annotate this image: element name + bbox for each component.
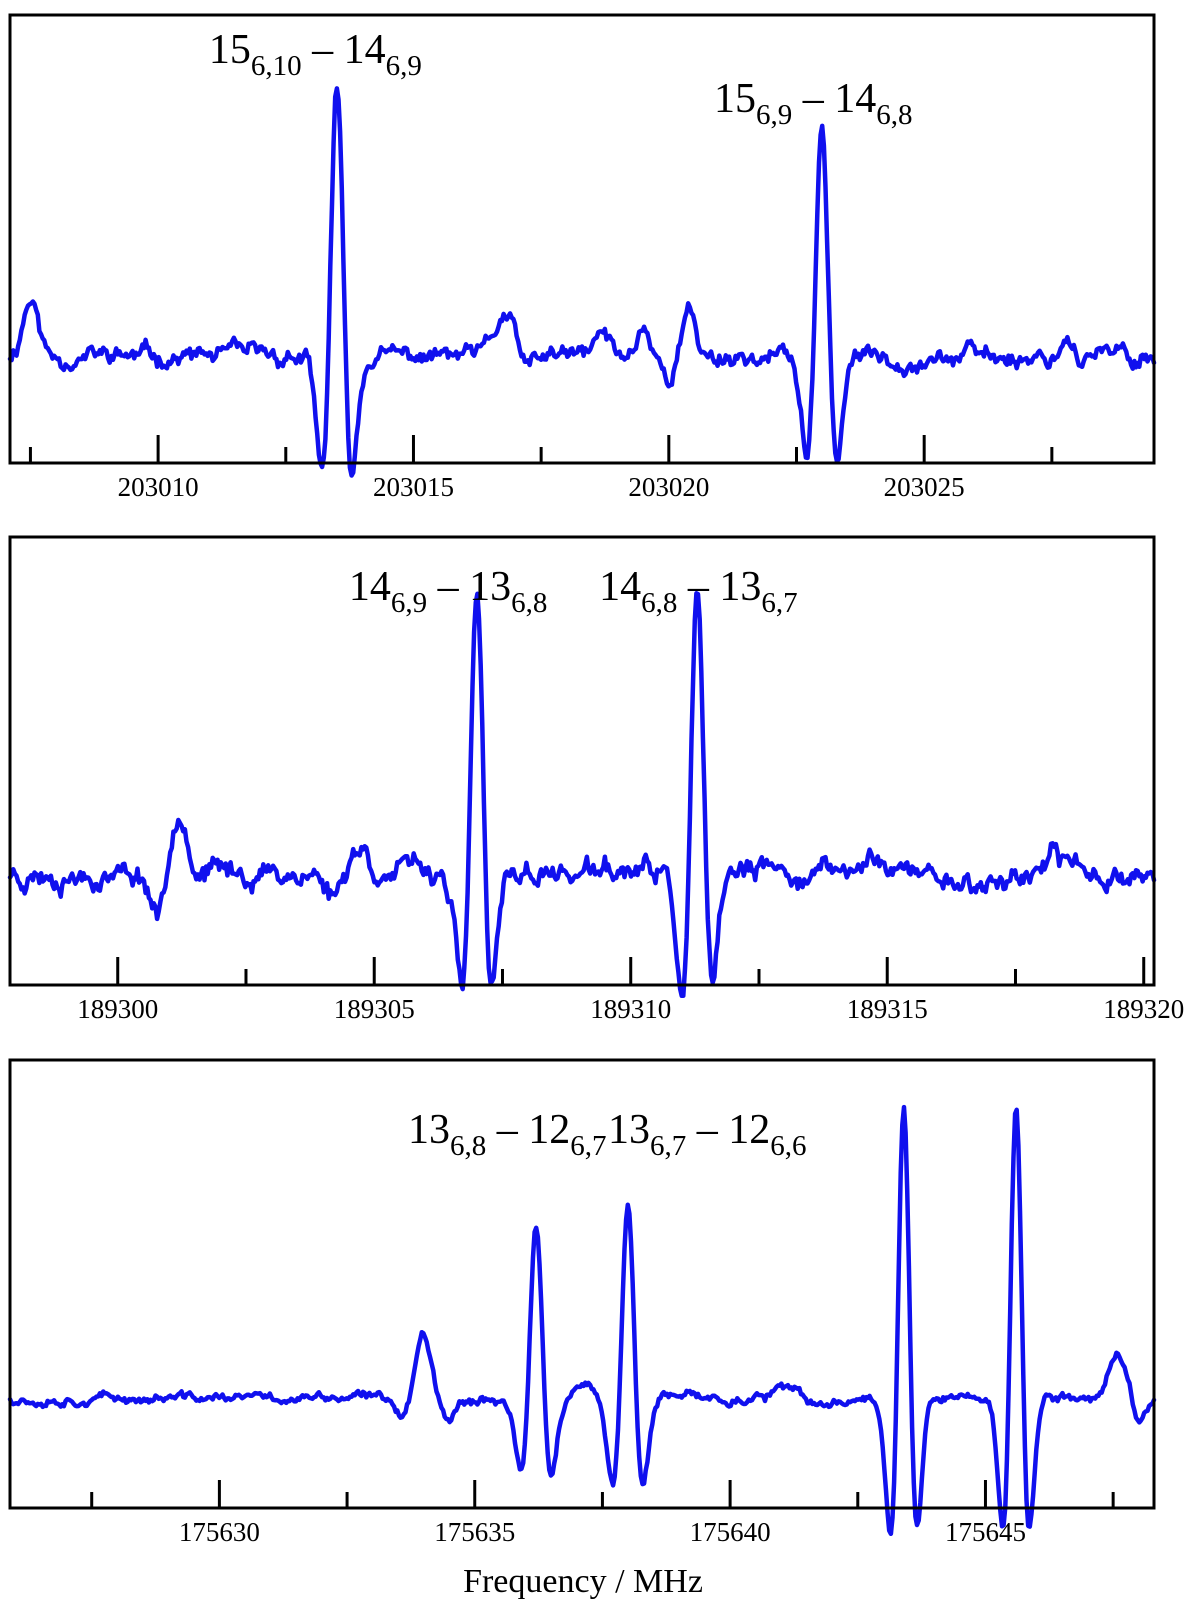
- panel-2-frame: [8, 535, 1156, 987]
- transition-label: 156,9 – 146,8: [714, 76, 913, 131]
- x-tick-label: 203020: [628, 472, 709, 502]
- panel-1: 203010 203015 203020 203025 156,10 – 146,91…: [7, 13, 1157, 502]
- panel-1-trace: [7, 86, 1157, 478]
- panel-2: 189300 189305 189310 189315 189320 146,9 – 1…: [7, 535, 1184, 1024]
- transition-label: 146,9 – 136,8: [349, 564, 548, 619]
- x-tick-label: 189310: [590, 994, 671, 1024]
- panel-1-annotations: 156,10 – 146,9 156,9 – 146,8: [209, 27, 913, 131]
- panel-2-tick-labels: 189300 189305 189310 189315 189320: [77, 994, 1184, 1024]
- transition-label: 156,10 – 146,9: [209, 27, 422, 82]
- panel-3-frame: [8, 1058, 1156, 1510]
- panel-3-tick-labels: 175630 175635 175640 175645: [179, 1517, 1026, 1547]
- x-tick-label: 189305: [334, 994, 415, 1024]
- panel-2-annotations: 146,9 – 136,8 146,8 – 136,7: [349, 564, 798, 619]
- x-tick-label: 175640: [690, 1517, 771, 1547]
- panel-2-ticks: [116, 957, 1146, 985]
- x-tick-label: 203025: [884, 472, 965, 502]
- x-tick-label: 189320: [1103, 994, 1184, 1024]
- x-tick-label: 203015: [373, 472, 454, 502]
- x-tick-label: 189315: [847, 994, 928, 1024]
- panel-1-tick-labels: 203010 203015 203020 203025: [118, 472, 965, 502]
- panel-3: 175630 175635 175640 175645 136,8 – 126,7 13…: [7, 1058, 1157, 1547]
- panel-2-trace: [7, 591, 1157, 999]
- x-axis-label: Frequency / MHz: [463, 1563, 703, 1600]
- x-tick-label: 175645: [945, 1517, 1026, 1547]
- panel-1-frame: [8, 13, 1156, 465]
- x-tick-label: 175630: [179, 1517, 260, 1547]
- x-tick-label: 175635: [434, 1517, 515, 1547]
- transition-label: 136,7 – 126,6: [608, 1107, 807, 1162]
- panel-3-annotations: 136,8 – 126,7 136,7 – 126,6: [408, 1107, 806, 1162]
- x-tick-label: 189300: [77, 994, 158, 1024]
- panel-1-ticks: [28, 435, 1054, 463]
- panel-3-ticks: [90, 1480, 1115, 1508]
- x-tick-label: 203010: [118, 472, 199, 502]
- panel-3-trace: [7, 1104, 1157, 1537]
- transition-label: 136,8 – 126,7: [408, 1107, 607, 1162]
- transition-label: 146,8 – 136,7: [599, 564, 798, 619]
